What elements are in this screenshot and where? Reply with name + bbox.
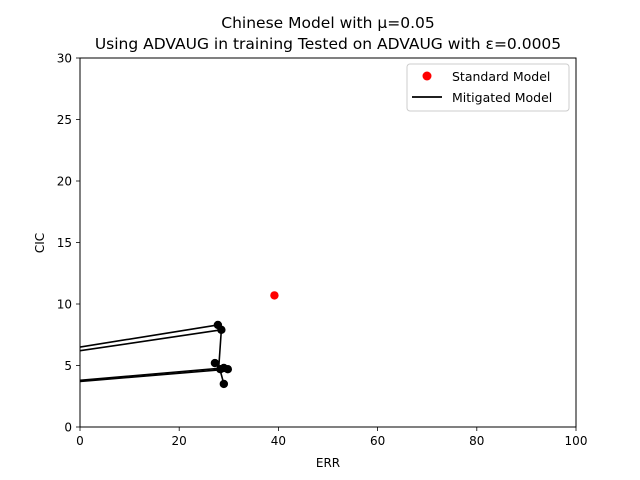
y-axis-label: CIC	[33, 233, 47, 253]
x-tick-label: 100	[565, 434, 588, 448]
legend: Standard Model Mitigated Model	[406, 63, 570, 112]
mitigated-model-point	[217, 325, 226, 335]
chart-title-line-2: Using ADVAUG in training Tested on ADVAU…	[95, 35, 561, 53]
y-tick-label: 10	[57, 298, 72, 312]
mitigated-model-line	[80, 329, 222, 352]
x-tick-label: 80	[469, 434, 484, 448]
legend-label-mitigated-model: Mitigated Model	[452, 90, 552, 105]
legend-marker-standard-model	[422, 71, 432, 81]
series-layer	[80, 291, 279, 389]
standard-model-point	[270, 291, 279, 300]
plot-frame	[79, 57, 577, 428]
y-tick-label: 15	[57, 236, 72, 250]
chart-title-line-1: Chinese Model with μ=0.05	[221, 14, 435, 32]
legend-box	[406, 63, 570, 112]
y-tick-label: 25	[57, 113, 72, 127]
mitigated-model-point	[219, 379, 229, 389]
mitigated-model-line	[80, 368, 228, 383]
y-tick-label: 20	[57, 175, 72, 189]
y-tick-label: 30	[57, 52, 72, 66]
x-tick-label: 40	[271, 434, 286, 448]
mitigated-model-line	[80, 324, 219, 348]
y-tick-label: 5	[64, 359, 72, 373]
y-tick-label: 0	[64, 421, 72, 435]
x-tick-label: 20	[172, 434, 187, 448]
x-tick-label: 0	[76, 434, 84, 448]
legend-label-standard-model: Standard Model	[452, 69, 550, 84]
x-tick-label: 60	[370, 434, 385, 448]
mitigated-model-line	[80, 367, 224, 382]
mitigated-model-point	[210, 358, 220, 368]
plot-area	[80, 291, 279, 389]
mitigated-model-point	[223, 364, 233, 374]
x-axis-label: ERR	[316, 456, 340, 470]
axis-ticks: 0 20 40 60 80 100 0 5 10 15 20 25 30	[57, 52, 588, 449]
